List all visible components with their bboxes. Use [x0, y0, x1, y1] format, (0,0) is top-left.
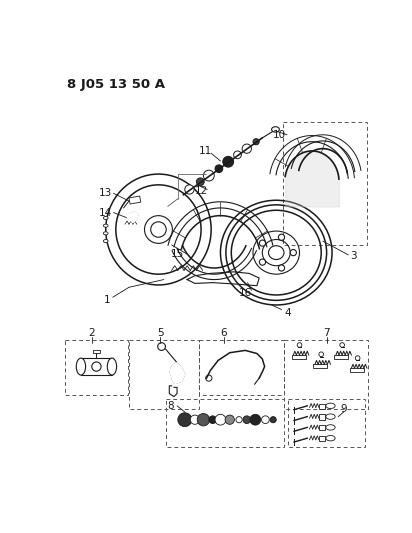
- Ellipse shape: [272, 127, 279, 132]
- Text: 11: 11: [198, 146, 212, 156]
- Circle shape: [206, 375, 212, 381]
- Circle shape: [234, 151, 241, 159]
- Bar: [81, 358, 112, 375]
- Bar: [283, 122, 367, 245]
- Ellipse shape: [107, 358, 117, 375]
- Bar: [319, 425, 325, 431]
- Ellipse shape: [103, 232, 108, 235]
- Text: 7: 7: [323, 328, 330, 338]
- Bar: [166, 399, 284, 447]
- Text: 15: 15: [171, 249, 185, 259]
- Polygon shape: [127, 212, 138, 223]
- Circle shape: [190, 415, 199, 424]
- Text: 6: 6: [220, 328, 227, 338]
- Bar: [129, 340, 199, 409]
- Circle shape: [340, 343, 344, 348]
- Bar: [319, 414, 325, 419]
- Ellipse shape: [326, 435, 335, 441]
- Text: 8: 8: [167, 401, 173, 411]
- Text: 2: 2: [89, 328, 95, 338]
- Ellipse shape: [326, 414, 335, 419]
- Circle shape: [260, 240, 266, 246]
- Text: 8 J05 13 50 A: 8 J05 13 50 A: [67, 78, 165, 91]
- Circle shape: [223, 156, 234, 167]
- Circle shape: [225, 415, 234, 424]
- Bar: [288, 399, 365, 447]
- Ellipse shape: [326, 425, 335, 430]
- Circle shape: [92, 362, 101, 371]
- Circle shape: [204, 170, 214, 181]
- Bar: [199, 340, 284, 395]
- Circle shape: [319, 352, 323, 357]
- Bar: [350, 368, 364, 372]
- Circle shape: [260, 259, 266, 265]
- Circle shape: [262, 416, 269, 424]
- Bar: [65, 340, 128, 395]
- Bar: [335, 355, 348, 359]
- Text: 3: 3: [350, 252, 356, 262]
- Bar: [284, 340, 368, 409]
- Ellipse shape: [103, 216, 108, 220]
- Circle shape: [279, 234, 285, 240]
- Text: 14: 14: [99, 207, 112, 217]
- Circle shape: [297, 343, 302, 348]
- Circle shape: [243, 416, 250, 424]
- Bar: [319, 436, 325, 441]
- Text: 16: 16: [239, 288, 252, 297]
- Circle shape: [236, 417, 242, 423]
- Circle shape: [185, 185, 194, 194]
- Circle shape: [290, 249, 296, 256]
- Text: 9: 9: [340, 404, 347, 414]
- Circle shape: [242, 144, 251, 154]
- Bar: [292, 355, 306, 359]
- Bar: [129, 196, 141, 204]
- Circle shape: [355, 356, 360, 360]
- Circle shape: [197, 178, 204, 185]
- Ellipse shape: [103, 239, 108, 243]
- Circle shape: [215, 414, 226, 425]
- Bar: [314, 364, 328, 368]
- Circle shape: [279, 265, 285, 271]
- Bar: [319, 403, 325, 409]
- Bar: [94, 350, 100, 353]
- Text: 5: 5: [157, 328, 163, 338]
- Ellipse shape: [76, 358, 86, 375]
- Circle shape: [270, 417, 276, 423]
- Ellipse shape: [326, 403, 335, 408]
- Circle shape: [250, 414, 261, 425]
- Circle shape: [209, 416, 217, 424]
- Circle shape: [253, 139, 259, 145]
- Text: 12: 12: [195, 186, 208, 196]
- Circle shape: [178, 413, 192, 426]
- Text: 1: 1: [104, 295, 110, 304]
- Text: 4: 4: [285, 308, 291, 318]
- Circle shape: [215, 165, 223, 173]
- Ellipse shape: [103, 224, 108, 227]
- Circle shape: [197, 414, 210, 426]
- Text: 10: 10: [273, 130, 286, 140]
- Polygon shape: [170, 363, 185, 384]
- Text: 13: 13: [99, 188, 112, 198]
